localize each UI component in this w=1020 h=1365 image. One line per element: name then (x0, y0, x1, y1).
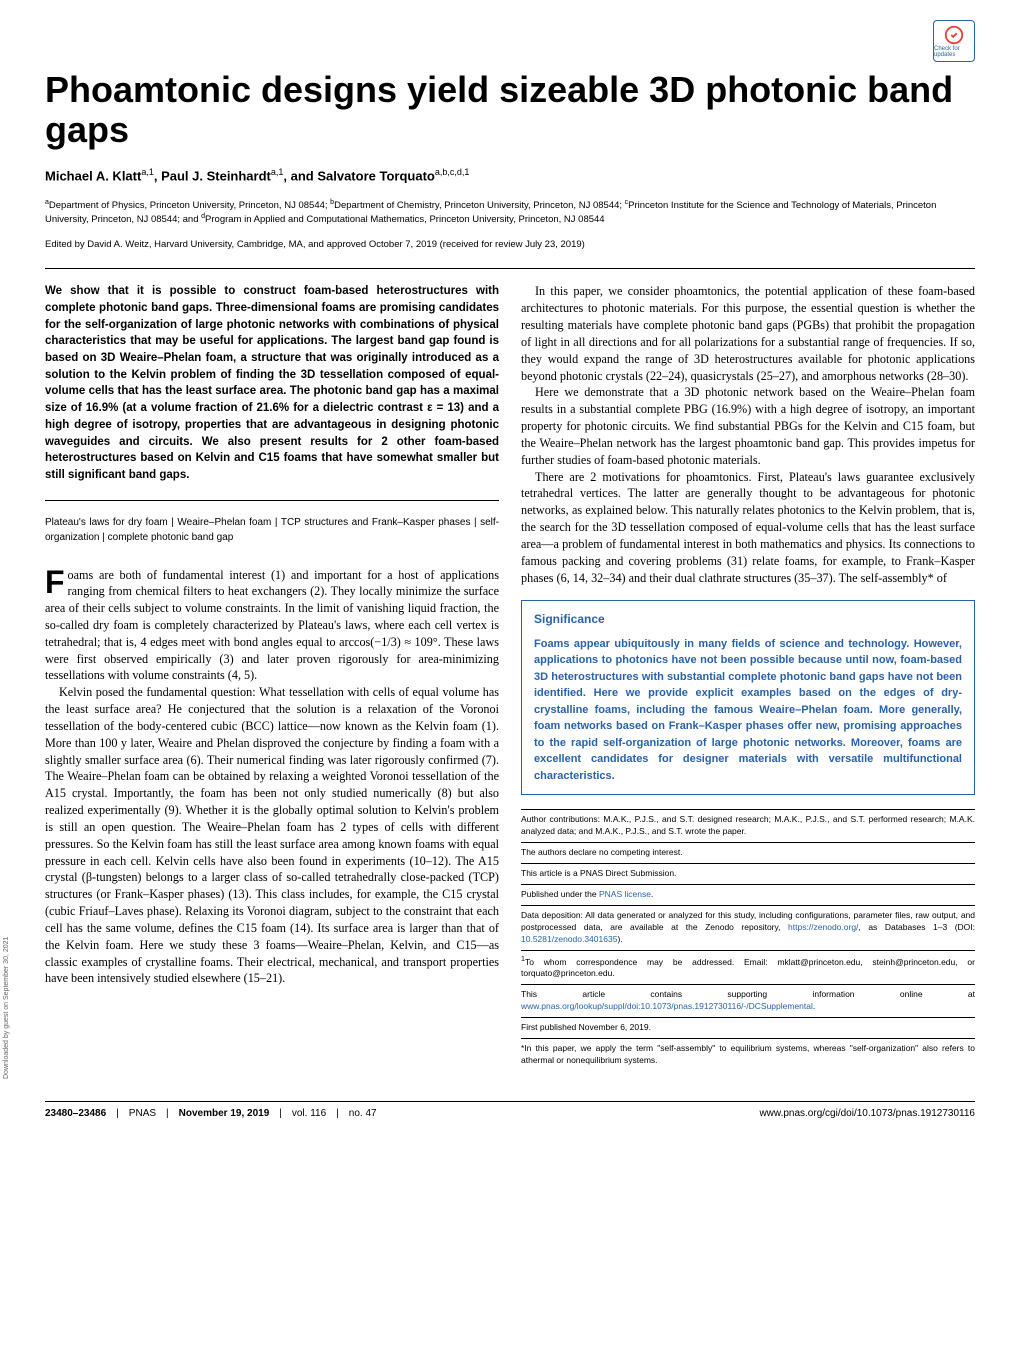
meta-direct-submission: This article is a PNAS Direct Submission… (521, 863, 975, 884)
meta-competing-interest: The authors declare no competing interes… (521, 842, 975, 863)
meta-first-published: First published November 6, 2019. (521, 1017, 975, 1038)
header-divider (45, 268, 975, 269)
body-paragraph-3: In this paper, we consider phoamtonics, … (521, 283, 975, 384)
body-paragraph-2: Kelvin posed the fundamental question: W… (45, 684, 499, 987)
footer-pages: 23480–23486 (45, 1108, 106, 1119)
main-columns: We show that it is possible to construct… (45, 283, 975, 1070)
footer-sep-4: | (336, 1108, 339, 1119)
abstract-divider (45, 500, 499, 501)
check-updates-badge[interactable]: Check for updates (933, 20, 975, 62)
edited-by-line: Edited by David A. Weitz, Harvard Univer… (45, 239, 975, 250)
meta-supporting-info: This article contains supporting informa… (521, 984, 975, 1017)
footer-pnas: PNAS (129, 1108, 156, 1119)
footer-vol: vol. 116 (292, 1108, 326, 1119)
footer-url: www.pnas.org/cgi/doi/10.1073/pnas.191273… (759, 1108, 975, 1119)
footer-sep-3: | (279, 1108, 282, 1119)
meta-data-deposition: Data deposition: All data generated or a… (521, 905, 975, 950)
body-paragraph-5: There are 2 motivations for phoamtonics.… (521, 469, 975, 587)
abstract: We show that it is possible to construct… (45, 283, 499, 483)
significance-box: Significance Foams appear ubiquitously i… (521, 600, 975, 795)
footer-left: 23480–23486 | PNAS | November 19, 2019 |… (45, 1108, 377, 1119)
right-column: In this paper, we consider phoamtonics, … (521, 283, 975, 1070)
footer-sep-1: | (116, 1108, 119, 1119)
body-paragraph-4: Here we demonstrate that a 3D photonic n… (521, 384, 975, 468)
authors-line: Michael A. Klatta,1, Paul J. Steinhardta… (45, 167, 975, 183)
significance-text: Foams appear ubiquitously in many fields… (534, 636, 962, 785)
page-footer: 23480–23486 | PNAS | November 19, 2019 |… (45, 1101, 975, 1119)
keywords: Plateau's laws for dry foam | Weaire–Phe… (45, 515, 499, 545)
footer-sep-2: | (166, 1108, 169, 1119)
meta-license: Published under the PNAS license. (521, 884, 975, 905)
meta-author-contributions: Author contributions: M.A.K., P.J.S., an… (521, 809, 975, 842)
meta-correspondence: 1To whom correspondence may be addressed… (521, 950, 975, 985)
download-watermark: Downloaded by guest on September 30, 202… (3, 936, 10, 1078)
footer-no: no. 47 (349, 1108, 377, 1119)
left-column: We show that it is possible to construct… (45, 283, 499, 1070)
affiliations: aDepartment of Physics, Princeton Univer… (45, 198, 975, 228)
check-updates-icon (943, 24, 965, 46)
body-paragraph-1: Foams are both of fundamental interest (… (45, 567, 499, 685)
significance-title: Significance (534, 611, 962, 628)
article-title: Phoamtonic designs yield sizeable 3D pho… (45, 70, 975, 149)
footer-date: November 19, 2019 (179, 1108, 270, 1119)
meta-footnote: *In this paper, we apply the term "self-… (521, 1038, 975, 1071)
article-metadata: Author contributions: M.A.K., P.J.S., an… (521, 809, 975, 1070)
check-updates-label: Check for updates (934, 46, 974, 58)
